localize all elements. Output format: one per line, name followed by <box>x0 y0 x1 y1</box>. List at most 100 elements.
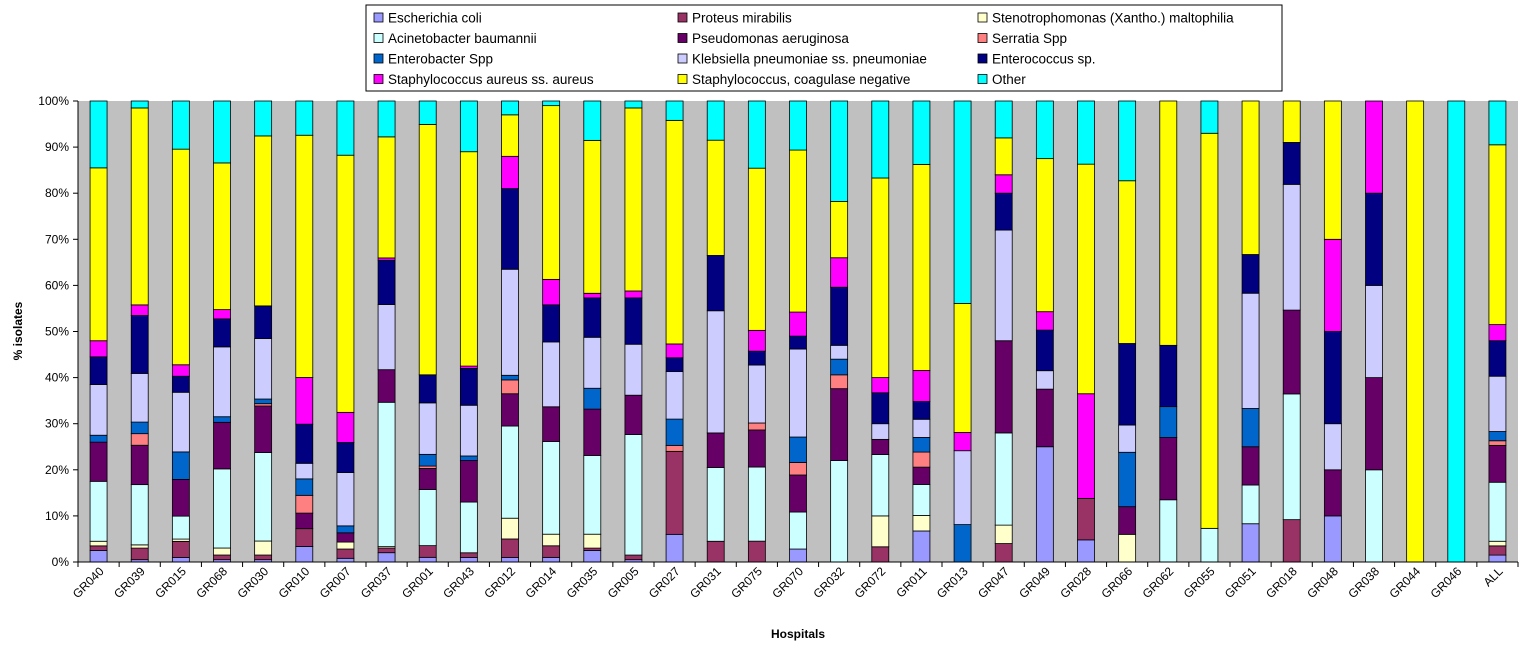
bar-segment-gr011-s11 <box>912 100 931 165</box>
y-tick-label: 0% <box>52 555 70 569</box>
legend-entry: Serratia Spp <box>992 31 1067 46</box>
bar-segment-gr070-s11 <box>789 100 807 151</box>
bar-segment-gr047-s3 <box>994 432 1013 526</box>
bar-segment-gr072-s10 <box>871 177 890 379</box>
bar-segment-gr007-s8 <box>336 442 355 473</box>
legend-swatch <box>977 12 988 23</box>
bar-segment-gr068-s10 <box>213 162 231 311</box>
bar-segment-gr040-s1 <box>89 545 108 551</box>
bar-segment-gr048-s4 <box>1323 469 1342 517</box>
bar-segment-gr051-s10 <box>1241 100 1260 255</box>
legend-entry: Stenotrophomonas (Xantho.) maltophilia <box>992 11 1234 26</box>
bar-segment-gr062-s3 <box>1159 499 1178 563</box>
bar-segment-gr013-s11 <box>953 100 972 304</box>
bar-segment-gr068-s7 <box>213 346 231 418</box>
bar-segment-all-s2 <box>1488 540 1507 547</box>
bar-segment-gr043-s1 <box>459 552 478 558</box>
legend-swatch <box>677 74 688 84</box>
bar-segment-gr043-s3 <box>459 501 478 554</box>
bar-segment-gr051-s0 <box>1241 523 1260 563</box>
bar-segment-gr049-s11 <box>1035 100 1054 160</box>
bar-segment-gr030-s4 <box>254 405 273 453</box>
bar-segment-all-s6 <box>1488 431 1507 442</box>
bar-segment-gr044-s10 <box>1406 100 1425 563</box>
bar-segment-gr035-s11 <box>583 100 602 141</box>
bar-segment-gr018-s10 <box>1282 100 1301 143</box>
bar-segment-gr001-s8 <box>418 374 437 404</box>
bar-segment-gr039-s8 <box>130 315 149 374</box>
bar-segment-gr070-s3 <box>789 511 807 550</box>
bar-segment-gr015-s0 <box>171 557 190 563</box>
bar-segment-gr012-s10 <box>501 114 519 157</box>
bar-segment-gr040-s7 <box>89 384 108 436</box>
bar-segment-gr012-s5 <box>501 379 519 395</box>
bar-segment-gr005-s9 <box>624 290 643 299</box>
bar-segment-gr039-s11 <box>130 100 149 109</box>
bar-segment-gr011-s0 <box>912 530 931 563</box>
bar-segment-gr007-s1 <box>336 548 355 559</box>
bar-segment-gr066-s6 <box>1118 451 1137 508</box>
bar-segment-gr030-s7 <box>254 338 273 400</box>
bar-segment-gr066-s7 <box>1118 424 1137 453</box>
bar-segment-gr007-s6 <box>336 525 355 534</box>
bar-segment-gr037-s7 <box>377 304 396 371</box>
bar-segment-gr005-s3 <box>624 434 643 556</box>
bar-segment-gr018-s8 <box>1282 142 1301 185</box>
legend-swatch <box>373 53 384 64</box>
bar-segment-gr013-s6 <box>953 524 972 563</box>
bar-segment-gr031-s10 <box>706 139 725 256</box>
bar-segment-gr032-s5 <box>830 374 849 390</box>
legend-swatch <box>373 33 384 43</box>
bar-segment-gr037-s8 <box>377 259 396 305</box>
bar-segment-gr039-s3 <box>130 484 149 546</box>
y-tick-label: 30% <box>45 417 69 431</box>
legend-entry: Staphylococcus aureus ss. aureus <box>388 72 594 87</box>
bar-segment-gr015-s4 <box>171 479 190 517</box>
legend-entry: Proteus mirabilis <box>692 11 792 26</box>
bar-segment-gr028-s0 <box>1077 539 1095 563</box>
bar-segment-gr011-s10 <box>912 163 931 371</box>
bar-segment-gr005-s10 <box>624 107 643 292</box>
bar-segment-gr032-s10 <box>830 201 849 259</box>
bar-segment-gr038-s7 <box>1365 284 1383 378</box>
bar-segment-gr028-s1 <box>1077 497 1095 541</box>
bar-segment-gr068-s3 <box>213 468 231 549</box>
y-tick-label: 60% <box>45 278 69 292</box>
bar-segment-gr040-s0 <box>89 550 108 563</box>
bar-segment-gr070-s10 <box>789 149 807 313</box>
bar-segment-gr027-s7 <box>665 371 684 420</box>
bar-segment-gr005-s11 <box>624 100 643 109</box>
bar-segment-gr038-s8 <box>1365 192 1383 286</box>
bar-segment-gr046-s11 <box>1447 100 1466 563</box>
bar-segment-gr072-s8 <box>871 392 890 425</box>
bar-segment-gr068-s2 <box>213 547 231 556</box>
bar-segment-gr051-s4 <box>1241 446 1260 486</box>
bar-segment-gr015-s10 <box>171 148 190 366</box>
bar-segment-gr014-s2 <box>542 533 561 547</box>
bar-segment-gr051-s7 <box>1241 292 1260 409</box>
bar-segment-gr040-s2 <box>89 540 108 547</box>
bar-segment-gr037-s11 <box>377 100 396 138</box>
bar-segment-gr035-s9 <box>583 292 602 299</box>
bar-segment-gr028-s10 <box>1077 163 1095 395</box>
legend-swatch <box>373 74 384 84</box>
bar-segment-gr051-s6 <box>1241 408 1260 448</box>
bar-segment-gr011-s5 <box>912 451 931 468</box>
y-tick-label: 90% <box>45 140 69 154</box>
bar-segment-gr075-s3 <box>747 466 766 542</box>
bar-segment-gr051-s8 <box>1241 254 1260 294</box>
bar-segment-gr027-s0 <box>665 533 684 563</box>
bar-segment-gr010-s4 <box>295 512 314 530</box>
bar-segment-gr031-s11 <box>706 100 725 141</box>
bar-segment-gr013-s9 <box>953 432 972 452</box>
bar-segment-gr035-s4 <box>583 408 602 456</box>
bar-segment-gr001-s3 <box>418 489 437 547</box>
bar-segment-all-s7 <box>1488 375 1507 432</box>
bar-segment-gr068-s4 <box>213 421 231 470</box>
bar-segment-gr040-s4 <box>89 441 108 482</box>
bar-segment-gr030-s10 <box>254 135 273 307</box>
bar-segment-gr032-s3 <box>830 460 849 563</box>
bar-segment-gr048-s10 <box>1323 100 1342 240</box>
bar-segment-gr030-s8 <box>254 305 273 339</box>
